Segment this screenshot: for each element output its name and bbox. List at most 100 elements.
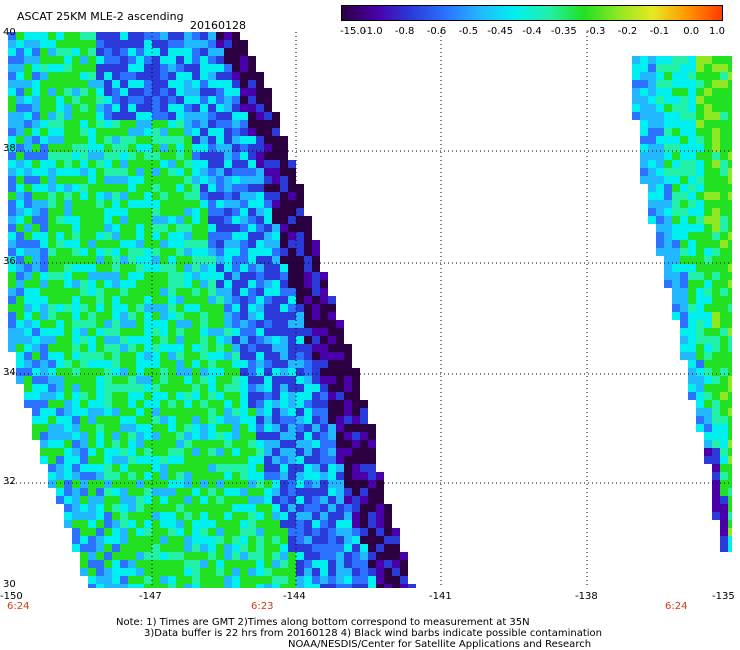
swath-cell	[152, 416, 160, 424]
swath-cell	[128, 256, 136, 264]
swath-cell	[88, 120, 96, 128]
swath-cell	[384, 584, 392, 588]
swath-cell	[312, 544, 320, 552]
swath-cell	[640, 152, 648, 160]
swath-cell	[72, 192, 80, 200]
swath-cell	[192, 384, 200, 392]
lat-label-34: 34	[3, 367, 16, 378]
swath-cell	[296, 288, 304, 296]
swath-cell	[56, 152, 64, 160]
swath-cell	[224, 568, 232, 576]
swath-cell	[264, 560, 272, 568]
swath-cell	[696, 328, 704, 336]
swath-cell	[128, 480, 136, 488]
swath-cell	[216, 432, 224, 440]
swath-cell	[56, 288, 64, 296]
swath-cell	[224, 408, 232, 416]
swath-cell	[64, 80, 72, 88]
swath-cell	[64, 136, 72, 144]
swath-cell	[32, 224, 40, 232]
swath-cell	[664, 80, 672, 88]
swath-cell	[8, 32, 16, 40]
swath-cell	[248, 176, 256, 184]
swath-cell	[120, 168, 128, 176]
swath-cell	[64, 72, 72, 80]
swath-cell	[96, 392, 104, 400]
swath-cell	[312, 352, 320, 360]
swath-cell	[704, 400, 712, 408]
swath-cell	[296, 560, 304, 568]
swath-cell	[664, 184, 672, 192]
swath-cell	[112, 232, 120, 240]
swath-cell	[288, 416, 296, 424]
swath-cell	[312, 512, 320, 520]
swath-cell	[160, 200, 168, 208]
swath-cell	[120, 56, 128, 64]
swath-cell	[192, 120, 200, 128]
swath-cell	[232, 240, 240, 248]
swath-cell	[192, 288, 200, 296]
swath-cell	[112, 216, 120, 224]
swath-cell	[8, 200, 16, 208]
swath-cell	[48, 192, 56, 200]
swath-cell	[64, 392, 72, 400]
swath-cell	[704, 144, 712, 152]
swath-cell	[184, 400, 192, 408]
swath-cell	[40, 368, 48, 376]
swath-cell	[256, 232, 264, 240]
swath-cell	[216, 288, 224, 296]
swath-cell	[360, 496, 368, 504]
swath-cell	[664, 256, 672, 264]
swath-cell	[304, 456, 312, 464]
swath-cell	[312, 384, 320, 392]
swath-cell	[48, 72, 56, 80]
swath-cell	[32, 72, 40, 80]
swath-cell	[136, 200, 144, 208]
swath-cell	[176, 448, 184, 456]
swath-cell	[112, 208, 120, 216]
swath-cell	[216, 504, 224, 512]
swath-cell	[208, 424, 216, 432]
swath-cell	[168, 304, 176, 312]
swath-cell	[256, 416, 264, 424]
swath-cell	[208, 80, 216, 88]
swath-cell	[80, 168, 88, 176]
swath-cell	[160, 104, 168, 112]
swath-cell	[48, 104, 56, 112]
swath-cell	[152, 224, 160, 232]
swath-cell	[248, 104, 256, 112]
swath-cell	[128, 568, 136, 576]
swath-cell	[640, 56, 648, 64]
swath-cell	[360, 472, 368, 480]
swath-cell	[232, 224, 240, 232]
swath-cell	[712, 360, 720, 368]
swath-cell	[88, 424, 96, 432]
swath-cell	[64, 192, 72, 200]
swath-cell	[680, 224, 688, 232]
swath-cell	[672, 144, 680, 152]
swath-cell	[352, 544, 360, 552]
swath-cell	[280, 144, 288, 152]
swath-cell	[40, 232, 48, 240]
swath-cell	[144, 376, 152, 384]
swath-cell	[232, 136, 240, 144]
swath-cell	[120, 248, 128, 256]
swath-cell	[248, 368, 256, 376]
swath-cell	[224, 360, 232, 368]
swath-cell	[48, 120, 56, 128]
swath-cell	[264, 304, 272, 312]
swath-cell	[80, 408, 88, 416]
swath-cell	[24, 72, 32, 80]
swath-cell	[696, 128, 704, 136]
swath-cell	[128, 576, 136, 584]
swath-cell	[280, 368, 288, 376]
swath-cell	[152, 320, 160, 328]
swath-cell	[208, 120, 216, 128]
swath-cell	[24, 216, 32, 224]
swath-cell	[240, 440, 248, 448]
swath-cell	[176, 416, 184, 424]
swath-cell	[72, 40, 80, 48]
swath-cell	[40, 40, 48, 48]
swath-cell	[56, 336, 64, 344]
swath-cell	[96, 200, 104, 208]
